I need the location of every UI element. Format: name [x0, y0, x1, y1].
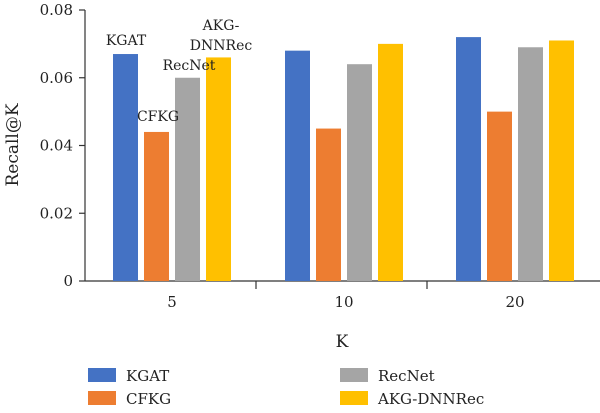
legend-swatch: [340, 368, 368, 382]
y-tick-label: 0.06: [40, 69, 73, 87]
bar: [206, 57, 231, 281]
bar: [549, 40, 574, 281]
bar: [518, 47, 543, 282]
legend-label: CFKG: [126, 390, 171, 408]
legend-swatch: [88, 391, 116, 405]
bars: [113, 37, 574, 282]
bar: [285, 50, 310, 282]
legend-label: AKG-DNNRec: [377, 390, 484, 408]
bar: [487, 111, 512, 281]
bar: [175, 77, 200, 281]
legend-label: KGAT: [126, 367, 169, 385]
bar: [347, 64, 372, 281]
bar: [144, 131, 169, 281]
bar-annotation: KGAT: [106, 33, 147, 49]
legend-label: RecNet: [378, 367, 435, 385]
legend-swatch: [88, 368, 116, 382]
x-axis-title: K: [336, 332, 349, 352]
legend-swatch: [340, 391, 368, 405]
y-tick-label: 0.08: [40, 1, 73, 19]
y-tick-label: 0: [63, 272, 73, 290]
bar: [378, 43, 403, 281]
bar-annotation: RecNet: [163, 58, 216, 74]
bar: [113, 54, 138, 281]
y-ticks: 0 0.02 0.04 0.06 0.08: [40, 1, 85, 290]
x-ticks: 5 10 20: [167, 281, 525, 311]
x-tick-label: 20: [505, 293, 524, 311]
bar-annotation: DNNRec: [190, 38, 253, 54]
y-tick-label: 0.02: [40, 204, 73, 222]
y-axis-title: Recall@K: [3, 103, 23, 186]
y-tick-label: 0.04: [40, 137, 73, 155]
legend: KGAT CFKG RecNet AKG-DNNRec: [88, 367, 484, 408]
x-tick-label: 10: [334, 293, 353, 311]
bar-annotations: KGAT CFKG RecNet AKG- DNNRec: [106, 18, 253, 125]
bar: [316, 128, 341, 281]
bar: [456, 37, 481, 281]
x-tick-label: 5: [167, 293, 177, 311]
bar-annotation: AKG-: [202, 18, 240, 34]
bar-annotation: CFKG: [137, 109, 179, 125]
